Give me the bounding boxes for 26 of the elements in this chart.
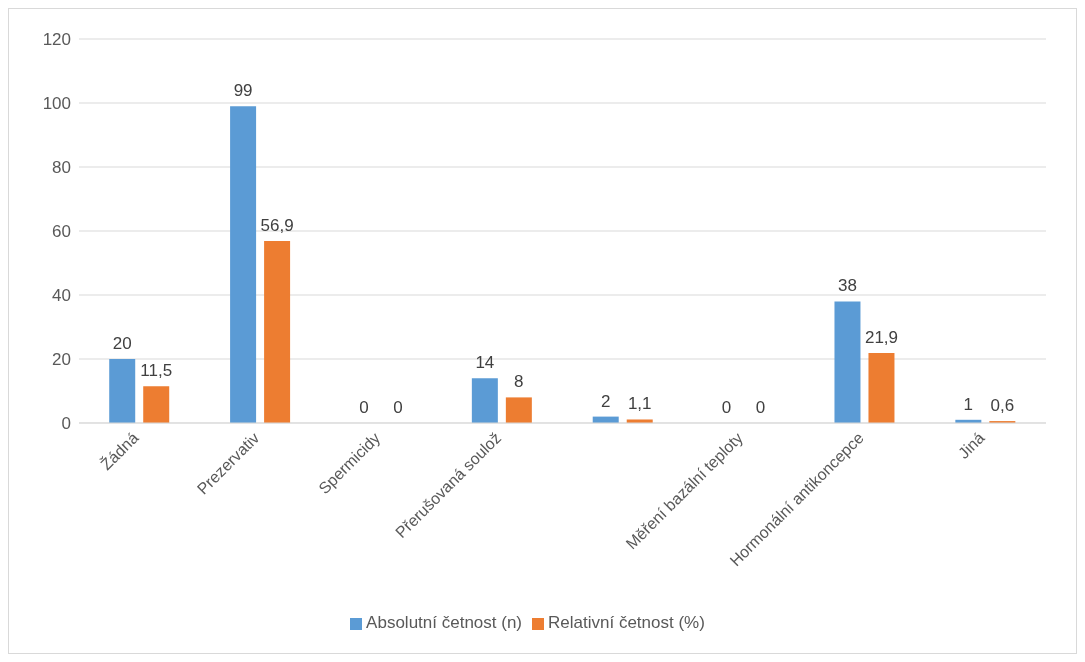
data-label: 0 (721, 397, 732, 417)
data-label: 0 (393, 397, 403, 417)
data-label: 1 (963, 394, 974, 414)
y-tick-label: 100 (42, 94, 71, 114)
y-tick-label: 40 (52, 286, 71, 306)
y-tick-label: 120 (42, 30, 71, 50)
legend-label: Relativní četnost (%) (548, 613, 705, 632)
y-tick-label: 20 (52, 350, 71, 370)
data-label: 1,1 (627, 394, 652, 414)
data-label: 20 (112, 334, 132, 353)
data-label: 14 (475, 353, 495, 373)
data-label: 0,6 (990, 396, 1015, 416)
y-tick-label: 0 (61, 414, 71, 434)
x-tick-label: Jiná (954, 429, 988, 462)
data-label: 38 (838, 276, 857, 296)
data-label: 56,9 (260, 215, 294, 235)
legend-label: Absolutní četnost (n) (366, 613, 523, 632)
data-label: 99 (233, 81, 253, 101)
data-label: 21,9 (864, 327, 899, 347)
data-label: 0 (755, 397, 766, 417)
data-label: 0 (359, 397, 369, 417)
data-label: 2 (600, 391, 611, 411)
data-label: 11,5 (140, 361, 173, 381)
y-tick-label: 60 (52, 222, 71, 242)
y-tick-label: 80 (52, 158, 71, 178)
data-label: 8 (514, 372, 524, 392)
